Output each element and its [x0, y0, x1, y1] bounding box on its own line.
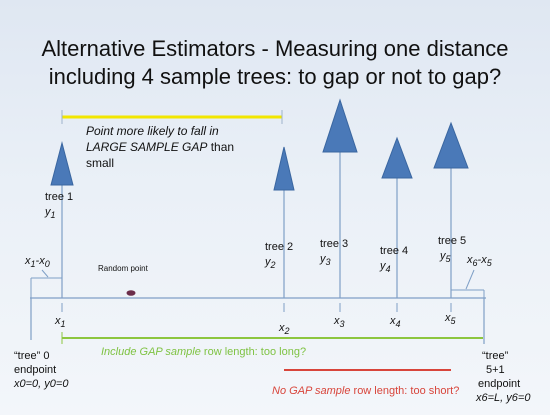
- x2-var: x: [279, 322, 285, 334]
- gap-left-label: x1-x0: [25, 255, 50, 271]
- title-line-1: Alternative Estimators - Measuring one d…: [41, 36, 509, 61]
- right-endpoint-line-1: “tree”: [482, 350, 509, 362]
- annotation-line-1: Point more likely to fall in: [86, 124, 219, 138]
- tree-1-crown: [50, 141, 74, 186]
- gap-left-a: x: [25, 255, 31, 267]
- gap-right-a: x: [467, 254, 473, 266]
- tree-4-y-var: y: [380, 260, 386, 272]
- annotation-line-2-italic: LARGE SAMPLE GAP: [86, 140, 208, 154]
- tree-1-y-sub: 1: [50, 210, 56, 221]
- right-endpoint-line-3: endpoint: [478, 378, 521, 390]
- left-endpoint-line-3: x0=0, y0=0: [14, 378, 69, 390]
- x3-sub: 3: [339, 319, 345, 330]
- gap-right-a-sub: 6: [472, 258, 478, 269]
- include-gap-caption-plain: row length: too long?: [200, 346, 307, 358]
- x1-var: x: [55, 315, 61, 327]
- random-point-marker: [126, 290, 136, 296]
- tree-2-y: y2: [265, 256, 276, 272]
- gap-right-arrow: [465, 269, 475, 290]
- random-point-label: Random point: [98, 264, 148, 273]
- tree-3-y-var: y: [320, 253, 326, 265]
- tree-2-y-sub: 2: [270, 260, 276, 271]
- x5-label: x5: [445, 312, 456, 328]
- gap-left-a-sub: 1: [30, 259, 36, 270]
- left-endpoint-line-1: “tree” 0: [14, 350, 50, 362]
- x5-var: x: [445, 312, 451, 324]
- tree-1-y: y1: [45, 206, 56, 222]
- x4-var: x: [390, 315, 396, 327]
- gap-left-b: x: [39, 255, 45, 267]
- x2-label: x2: [279, 322, 290, 338]
- gap-left-arrow: [41, 269, 49, 278]
- no-gap-caption: No GAP sample row length: too short?: [272, 385, 459, 398]
- tree-3-crown: [322, 98, 358, 153]
- include-gap-caption-italic: Include GAP sample: [101, 346, 201, 358]
- gap-right-label: x6-x5: [467, 254, 492, 270]
- gap-right-b: x: [481, 254, 487, 266]
- tree-1-label: tree 1: [45, 191, 74, 203]
- tree-1-y-var: y: [45, 206, 51, 218]
- x4-sub: 4: [395, 319, 401, 330]
- gap-left-b-sub: 0: [44, 259, 50, 270]
- x4-label: x4: [390, 315, 401, 331]
- tree-2-crown: [273, 146, 295, 191]
- gap-right-b-sub: 5: [486, 258, 492, 269]
- annotation-line-2-plain: than: [207, 140, 235, 154]
- tree-5-y-var: y: [440, 250, 446, 262]
- right-endpoint-line-4: x6=L, y6=0: [476, 392, 531, 404]
- tree-4-label: tree 4: [380, 245, 409, 257]
- tree-4-crown: [381, 136, 413, 179]
- no-gap-caption-italic: No GAP sample: [272, 385, 351, 397]
- annotation-line-2: LARGE SAMPLE GAP than: [86, 139, 286, 155]
- x2-sub: 2: [284, 326, 290, 337]
- yellow-bar-annotation: Point more likely to fall in LARGE SAMPL…: [86, 123, 286, 171]
- x1-sub: 1: [60, 319, 66, 330]
- title-line-2: including 4 sample trees: to gap or not …: [48, 64, 502, 89]
- x3-var: x: [334, 315, 340, 327]
- tree-3-label: tree 3: [320, 238, 349, 250]
- tree-5-y: y5: [440, 250, 451, 266]
- tree-4-y: y4: [380, 260, 391, 276]
- tree-5-label: tree 5: [438, 235, 467, 247]
- x1-label: x1: [55, 315, 66, 331]
- tree-3-y-sub: 3: [325, 257, 331, 268]
- gap-right-sep: -: [477, 254, 482, 266]
- x3-label: x3: [334, 315, 345, 331]
- tree-4-y-sub: 4: [385, 264, 391, 275]
- left-endpoint-line-2: endpoint: [14, 364, 57, 376]
- x5-sub: 5: [450, 316, 456, 327]
- right-endpoint-line-2: 5+1: [486, 364, 505, 376]
- tree-5-y-sub: 5: [445, 254, 451, 265]
- no-gap-caption-plain: row length: too short?: [350, 385, 460, 397]
- tree-5-crown: [433, 121, 469, 169]
- include-gap-caption: Include GAP sample row length: too long?: [101, 346, 306, 359]
- gap-left-sep: -: [35, 255, 40, 267]
- annotation-line-3: small: [86, 156, 115, 170]
- tree-3-y: y3: [320, 253, 331, 269]
- tree-2-label: tree 2: [265, 241, 294, 253]
- tree-2-y-var: y: [265, 256, 271, 268]
